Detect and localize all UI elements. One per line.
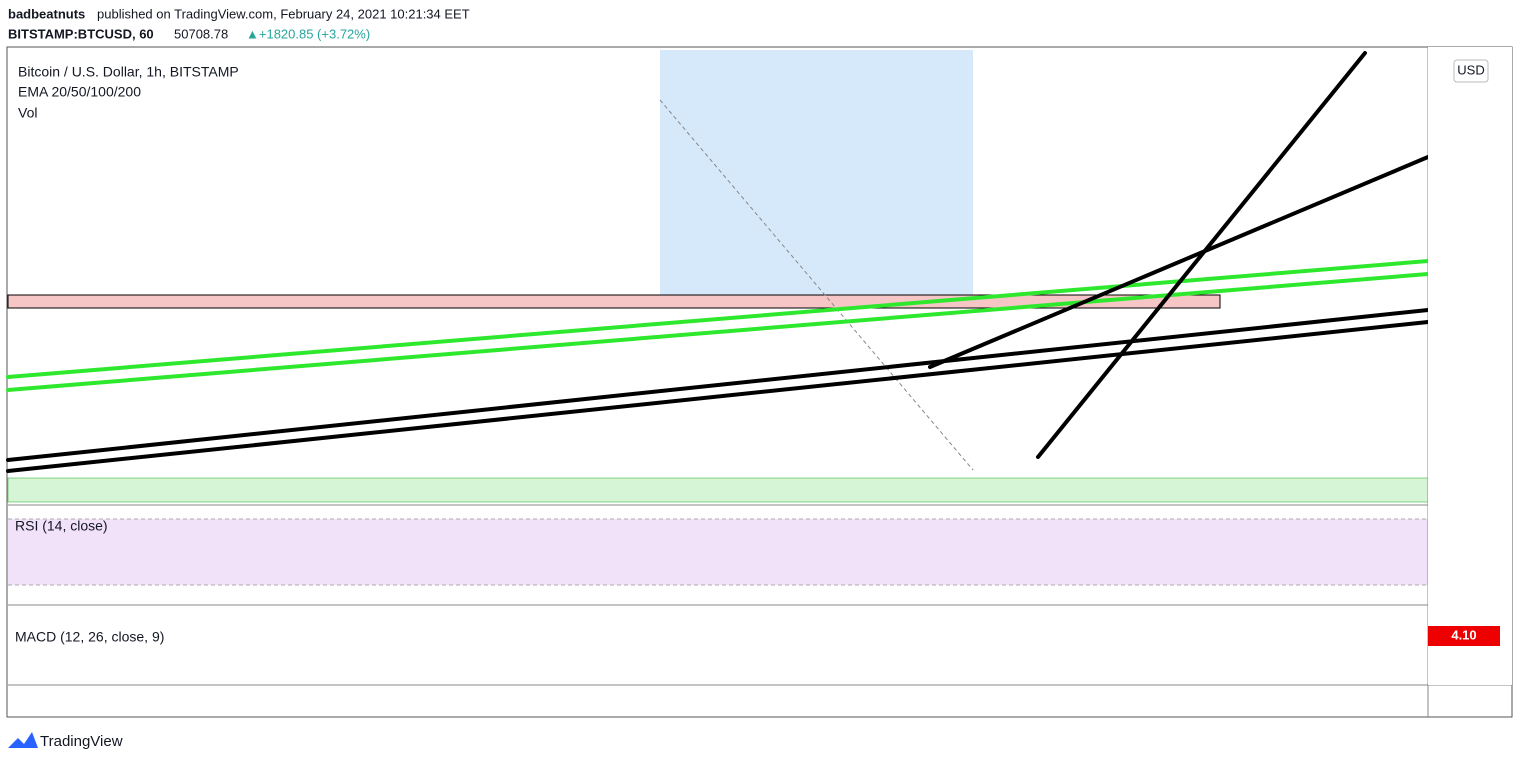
last: 50708.78 (174, 26, 228, 41)
currency-box (1453, 59, 1489, 83)
macd-box (1428, 626, 1500, 646)
volume-label: Vol (18, 105, 37, 121)
macd-value: 4.10 (1451, 627, 1476, 642)
indicator: EMA 20/50/100/200 (18, 84, 141, 100)
volume-zone (7, 477, 1429, 503)
trend-lines (6, 51, 1430, 473)
author: badbeatnuts (8, 6, 85, 21)
price-axis (1428, 47, 1512, 685)
macd-label: MACD (12, 26, close, 9) (15, 629, 164, 645)
time-range-band (660, 50, 973, 305)
currency: USD (1457, 62, 1484, 77)
rsi-band (8, 519, 1428, 585)
change: ▲+1820.85 (+3.72%) (246, 26, 370, 41)
fib-diagonal (659, 99, 974, 471)
symbol: BITSTAMP:BTCUSD, 60 (8, 26, 154, 41)
logo (8, 732, 38, 748)
chart-title: Bitcoin / U.S. Dollar, 1h, BITSTAMP (18, 64, 239, 80)
rsi-label: RSI (14, close) (15, 518, 108, 534)
brand: TradingView (40, 733, 123, 750)
published: published on TradingView.com, February 2… (97, 6, 470, 21)
